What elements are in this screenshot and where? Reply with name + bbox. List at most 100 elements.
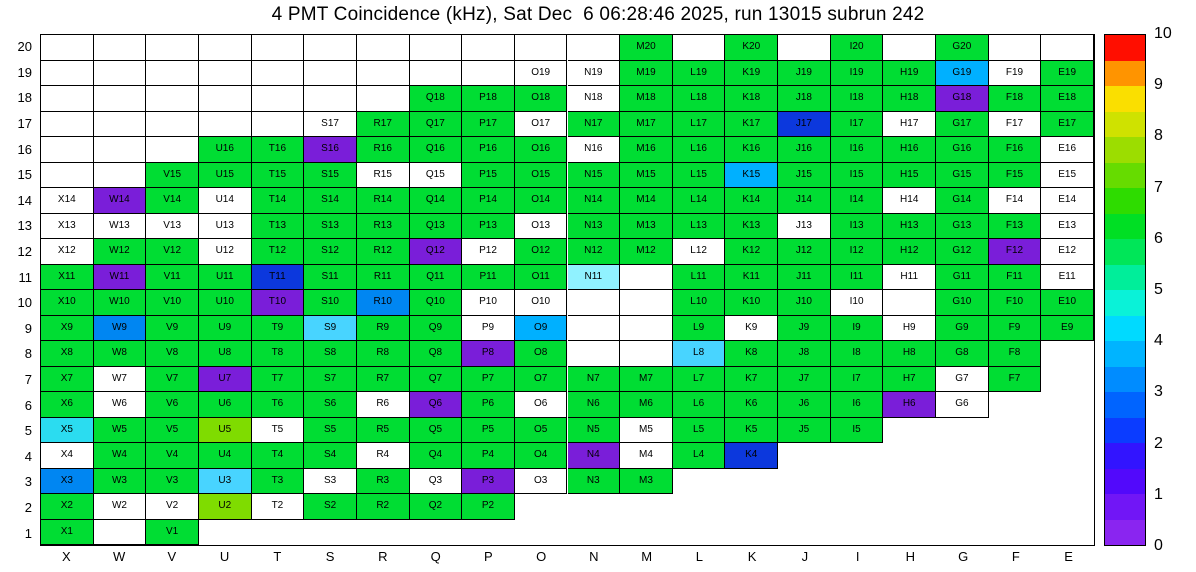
grid-cell-L5: L5 xyxy=(672,417,726,443)
grid-cell-R2: R2 xyxy=(356,494,410,520)
grid-cell-empty xyxy=(93,162,147,188)
grid-cell-V6: V6 xyxy=(146,392,199,418)
grid-cell-Q5: Q5 xyxy=(409,417,463,443)
grid-cell-empty xyxy=(462,35,515,61)
grid-cell-X13: X13 xyxy=(41,213,94,239)
grid-cell-E13: E13 xyxy=(1041,213,1094,239)
grid-cell-I11: I11 xyxy=(830,264,884,290)
grid-cell-F18: F18 xyxy=(988,86,1042,112)
grid-cell-H19: H19 xyxy=(883,60,937,86)
heatmap-grid: M20 K20 I20 G20 O19 N19 M19 L19 K19 J19 I19 H19 G19 F… xyxy=(40,34,1095,546)
grid-cell-empty xyxy=(41,137,94,163)
grid-cell-L12: L12 xyxy=(672,239,726,265)
grid-cell-empty xyxy=(883,35,937,61)
grid-cell-S2: S2 xyxy=(304,494,357,520)
grid-cell-J5: J5 xyxy=(778,417,831,443)
grid-cell-N17: N17 xyxy=(567,111,621,137)
colorbar-tick-label-9: 9 xyxy=(1154,76,1163,94)
colorbar-band xyxy=(1105,137,1145,163)
grid-cell-J18: J18 xyxy=(778,86,831,112)
grid-cell-empty xyxy=(41,60,94,86)
grid-cell-V1: V1 xyxy=(146,519,199,545)
colorbar xyxy=(1104,34,1146,546)
colorbar-tick-label-1: 1 xyxy=(1154,485,1163,503)
grid-cell-M20: M20 xyxy=(620,35,673,61)
grid-cell-W3: W3 xyxy=(93,468,147,494)
grid-cell-W7: W7 xyxy=(93,366,147,392)
grid-cell-P12: P12 xyxy=(462,239,515,265)
grid-cell-E10: E10 xyxy=(1041,290,1094,316)
grid-cell-V13: V13 xyxy=(146,213,199,239)
grid-cell-J7: J7 xyxy=(778,366,831,392)
grid-cell-O10: O10 xyxy=(514,290,568,316)
grid-cell-empty xyxy=(146,35,199,61)
grid-cell-P2: P2 xyxy=(462,494,515,520)
y-axis-label-13: 13 xyxy=(17,218,32,234)
colorbar-band xyxy=(1105,392,1145,418)
grid-cell-F11: F11 xyxy=(988,264,1042,290)
grid-cell-I10: I10 xyxy=(830,290,884,316)
grid-cell-W10: W10 xyxy=(93,290,147,316)
y-axis-label-8: 8 xyxy=(24,346,32,362)
grid-cell-W2: W2 xyxy=(93,494,147,520)
grid-cell-X11: X11 xyxy=(41,264,94,290)
grid-cell-V5: V5 xyxy=(146,417,199,443)
grid-cell-U5: U5 xyxy=(198,417,252,443)
y-axis-label-19: 19 xyxy=(17,64,32,80)
colorbar-band xyxy=(1105,315,1145,341)
grid-cell-S10: S10 xyxy=(304,290,357,316)
grid-cell-K19: K19 xyxy=(725,60,779,86)
grid-cell-L14: L14 xyxy=(672,188,726,214)
grid-cell-X3: X3 xyxy=(41,468,94,494)
grid-cell-M4: M4 xyxy=(620,443,673,469)
grid-cell-empty xyxy=(1041,35,1094,61)
grid-cell-O18: O18 xyxy=(514,86,568,112)
grid-cell-T16: T16 xyxy=(251,137,305,163)
grid-cell-O15: O15 xyxy=(514,162,568,188)
grid-cell-L15: L15 xyxy=(672,162,726,188)
grid-cell-I16: I16 xyxy=(830,137,884,163)
colorbar-band xyxy=(1105,290,1145,316)
grid-cell-empty xyxy=(251,35,305,61)
grid-cell-U7: U7 xyxy=(198,366,252,392)
grid-cell-R3: R3 xyxy=(356,468,410,494)
grid-cell-empty xyxy=(409,60,463,86)
colorbar-band xyxy=(1105,111,1145,137)
colorbar-band xyxy=(1105,264,1145,290)
x-axis-label-P: P xyxy=(484,549,493,564)
colorbar-band xyxy=(1105,188,1145,214)
grid-cell-E15: E15 xyxy=(1041,162,1094,188)
grid-cell-X14: X14 xyxy=(41,188,94,214)
grid-cell-R12: R12 xyxy=(356,239,410,265)
grid-cell-I18: I18 xyxy=(830,86,884,112)
grid-cell-empty xyxy=(356,35,410,61)
grid-cell-M12: M12 xyxy=(620,239,673,265)
grid-cell-P7: P7 xyxy=(462,366,515,392)
grid-cell-empty xyxy=(251,86,305,112)
grid-cell-Q2: Q2 xyxy=(409,494,463,520)
x-axis-label-L: L xyxy=(695,549,703,564)
grid-cell-R13: R13 xyxy=(356,213,410,239)
grid-cell-K17: K17 xyxy=(725,111,779,137)
grid-cell-J12: J12 xyxy=(778,239,831,265)
grid-cell-K11: K11 xyxy=(725,264,779,290)
grid-cell-N12: N12 xyxy=(567,239,621,265)
grid-cell-M5: M5 xyxy=(620,417,673,443)
grid-cell-empty xyxy=(356,60,410,86)
colorbar-tick-label-10: 10 xyxy=(1154,25,1172,42)
grid-cell-S14: S14 xyxy=(304,188,357,214)
grid-cell-N11: N11 xyxy=(567,264,621,290)
grid-cell-empty xyxy=(251,111,305,137)
grid-cell-P13: P13 xyxy=(462,213,515,239)
grid-cell-F15: F15 xyxy=(988,162,1042,188)
grid-cell-I19: I19 xyxy=(830,60,884,86)
grid-cell-empty xyxy=(251,60,305,86)
grid-cell-empty xyxy=(93,519,147,545)
grid-cell-U10: U10 xyxy=(198,290,252,316)
grid-cell-V4: V4 xyxy=(146,443,199,469)
colorbar-tick-label-7: 7 xyxy=(1154,178,1163,196)
colorbar-tick-label-3: 3 xyxy=(1154,383,1163,401)
grid-cell-M3: M3 xyxy=(620,468,673,494)
grid-cell-L8: L8 xyxy=(672,341,726,367)
grid-cell-empty xyxy=(93,35,147,61)
